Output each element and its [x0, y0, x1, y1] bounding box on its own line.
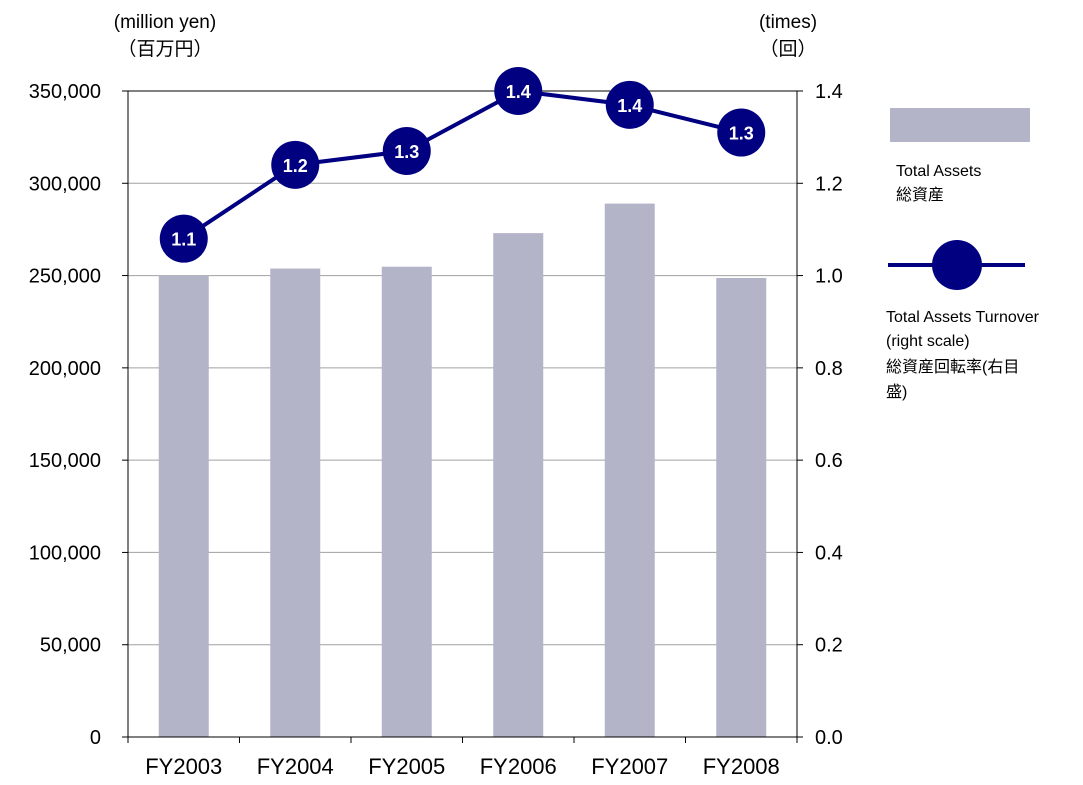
- turnover-marker-fy2005: [382, 126, 431, 175]
- right-axis-unit-ja: （回）: [759, 38, 816, 60]
- turnover-label-fy2004: 1.2: [283, 156, 308, 176]
- right-tick-label-4: 0.8: [815, 358, 843, 380]
- category-label-fy2005: FY2005: [368, 754, 445, 779]
- turnover-label-fy2007: 1.4: [617, 96, 642, 116]
- bar-fy2007: [604, 203, 655, 738]
- left-tick-label-6: 300,000: [29, 173, 101, 195]
- bar-fy2003: [158, 275, 209, 737]
- category-label-fy2004: FY2004: [257, 754, 334, 779]
- grid-layer: [128, 90, 797, 646]
- turnover-marker-fy2007: [605, 80, 654, 129]
- right-tick-label-2: 0.4: [815, 542, 843, 564]
- bar-fy2004: [270, 268, 321, 737]
- label-layer: 0 50,000 100,000 150,000 200,000 250,000 300,0…: [29, 81, 843, 779]
- bar-layer: [158, 203, 767, 738]
- left-axis-unit: (million yen): [114, 12, 216, 33]
- right-tick-label-7: 1.4: [815, 81, 843, 103]
- right-tick-label-0: 0.0: [815, 727, 843, 749]
- category-label-fy2006: FY2006: [480, 754, 557, 779]
- bar-fy2008: [716, 277, 767, 737]
- legend-bar-swatch: [890, 108, 1030, 142]
- turnover-label-fy2003: 1.1: [171, 230, 196, 250]
- turnover-label-fy2006: 1.4: [506, 82, 531, 102]
- legend-bar-label-ja: 総資産: [896, 186, 944, 204]
- turnover-line: [182, 88, 742, 241]
- legend: Total Assets 総資産 Total Assets Turnover (…: [886, 108, 1040, 401]
- right-tick-label-1: 0.2: [815, 635, 843, 657]
- left-tick-label-0: 0: [90, 727, 101, 749]
- left-tick-label-7: 350,000: [29, 81, 101, 103]
- legend-line-label-sub: (right scale): [886, 333, 970, 350]
- legend-line-label-ja: 総資産回転率(右目: [886, 358, 1019, 376]
- left-tick-label-5: 250,000: [29, 266, 101, 288]
- turnover-label-fy2005: 1.3: [394, 142, 419, 162]
- axis-layer: [122, 90, 803, 743]
- legend-bar-label: Total Assets: [896, 163, 981, 180]
- left-tick-label-1: 50,000: [40, 635, 101, 657]
- right-axis-unit: (times): [759, 12, 817, 33]
- category-label-fy2003: FY2003: [145, 754, 222, 779]
- left-tick-label-3: 150,000: [29, 450, 101, 472]
- turnover-label-fy2008: 1.3: [729, 124, 754, 144]
- left-tick-label-4: 200,000: [29, 358, 101, 380]
- line-layer: 1.1 1.2 1.3 1.4 1.4 1.3: [159, 67, 766, 263]
- turnover-marker-fy2006: [494, 67, 543, 115]
- legend-line-marker: [932, 240, 982, 290]
- category-label-fy2007: FY2007: [591, 754, 668, 779]
- left-axis-unit-ja: （百万円）: [117, 38, 212, 60]
- right-tick-label-5: 1.0: [815, 266, 843, 288]
- right-tick-label-6: 1.2: [815, 173, 843, 195]
- legend-line-label: Total Assets Turnover: [886, 309, 1040, 326]
- turnover-marker-fy2004: [271, 140, 320, 189]
- left-tick-label-2: 100,000: [29, 542, 101, 564]
- category-label-fy2008: FY2008: [703, 754, 780, 779]
- legend-line-label-ja-2: 盛): [886, 383, 907, 401]
- bar-fy2006: [493, 233, 544, 737]
- right-tick-label-3: 0.6: [815, 450, 843, 472]
- turnover-marker-fy2008: [717, 108, 766, 157]
- bar-fy2005: [381, 266, 432, 737]
- turnover-marker-fy2003: [159, 214, 208, 263]
